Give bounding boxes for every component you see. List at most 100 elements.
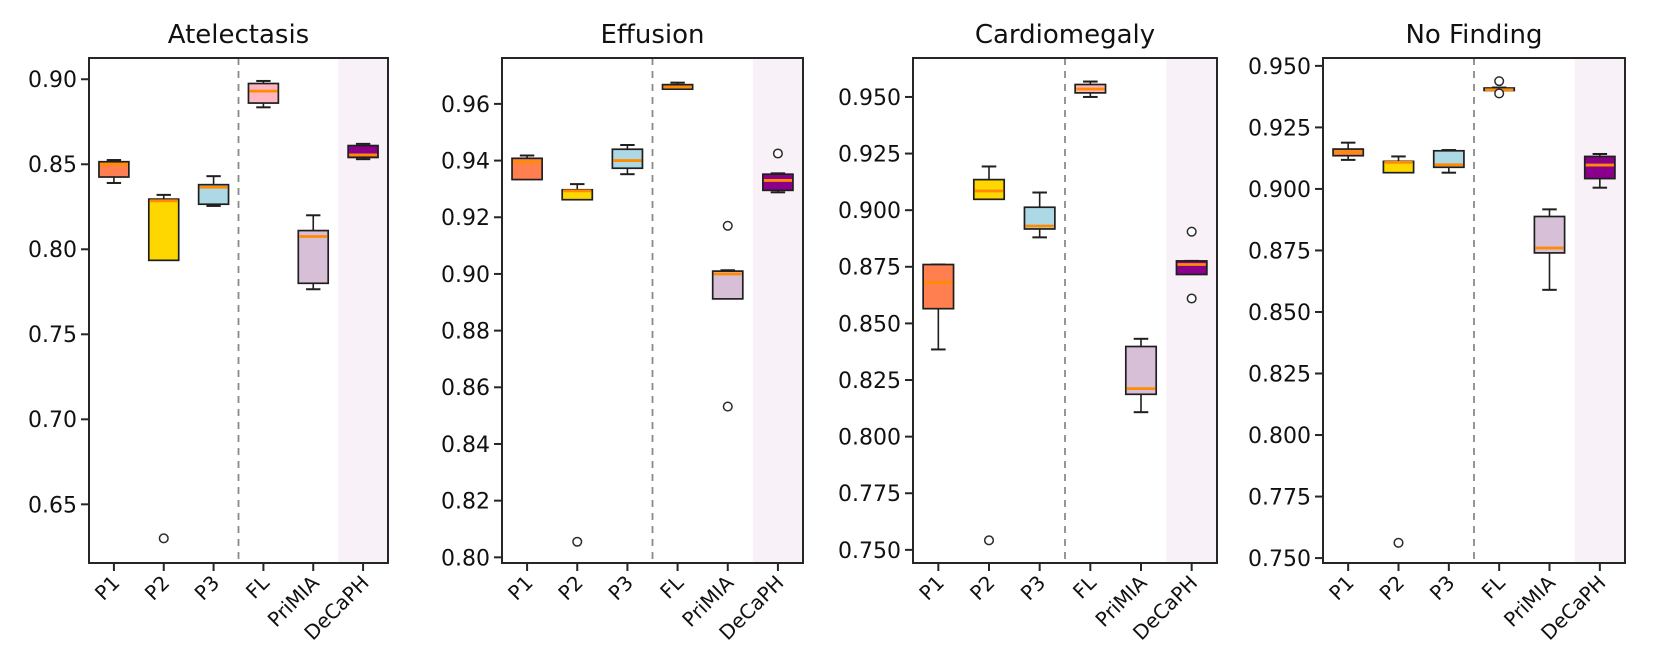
axes-frame	[1322, 57, 1626, 564]
box-P3	[1432, 149, 1465, 174]
y-axis-tick-label: 0.96	[441, 93, 490, 118]
x-axis-tick-label: P1	[1324, 571, 1359, 606]
panel-atelectasis: 0.65 0.70 0.75 0.80 0.85 0.90 P1 P2 P3 FL PriMIA De…	[0, 0, 400, 664]
y-axis-tick-label: 0.825	[838, 369, 901, 394]
panel-no-finding: 0.750 0.775 0.800 0.825 0.850 0.875 0.900 0.925…	[1240, 0, 1661, 664]
y-axis-tick-label: 0.775	[838, 482, 901, 507]
y-axis-tick-label: 0.900	[1248, 178, 1311, 203]
outlier-point	[772, 148, 783, 159]
box-rect	[247, 82, 280, 104]
box-P3	[197, 175, 230, 207]
chart-title: Effusion	[601, 20, 705, 50]
box-rect	[1583, 155, 1616, 180]
box-rect	[762, 173, 794, 192]
box-P2	[972, 165, 1006, 546]
x-axis-tick-label: P2	[1375, 571, 1410, 606]
y-axis-tick-label: 0.90	[441, 263, 490, 288]
box-P1	[922, 263, 955, 351]
chart-title: Atelectasis	[168, 20, 309, 50]
y-axis-tick-label: 0.875	[1248, 239, 1311, 264]
box-rect	[511, 157, 543, 181]
outlier-point	[158, 533, 169, 544]
y-axis-tick-label: 0.950	[1248, 55, 1311, 80]
box-DeCaPH	[347, 142, 379, 161]
box-rect	[611, 148, 644, 170]
x-axis-tick-label: P3	[1016, 571, 1051, 606]
box-rect	[1023, 206, 1056, 230]
box-FL	[661, 81, 694, 91]
box-rect	[972, 178, 1006, 201]
y-axis-tick-label: 0.875	[838, 256, 901, 281]
x-axis-tick-label: P3	[190, 571, 225, 606]
panel-effusion: 0.80 0.82 0.84 0.86 0.88 0.90 0.92 0.94 0.96 P1 P2…	[400, 0, 820, 664]
x-axis-tick-label: P2	[553, 571, 588, 606]
box-P1	[98, 159, 130, 184]
y-axis-tick-label: 0.750	[838, 539, 901, 564]
box-FL	[1074, 80, 1107, 98]
x-axis-tick-label: FL	[1477, 570, 1511, 604]
box-P1	[511, 154, 543, 181]
box-FL	[1483, 76, 1516, 99]
box-PriMIA	[711, 220, 744, 412]
axes-frame	[912, 57, 1218, 564]
y-axis-tick-label: 0.80	[28, 238, 77, 263]
highlight-band	[1574, 58, 1625, 563]
highlight-band	[752, 58, 803, 563]
y-axis-tick-label: 0.850	[838, 312, 901, 337]
y-axis-tick-label: 0.925	[1248, 116, 1311, 141]
x-axis-tick-label: P3	[1425, 571, 1460, 606]
y-axis-tick-label: 0.82	[441, 490, 490, 515]
x-axis-tick-label: P1	[90, 571, 125, 606]
box-PriMIA	[297, 214, 330, 291]
box-rect	[147, 198, 180, 262]
x-axis-tick-label: FL	[241, 570, 275, 604]
outlier-point	[572, 536, 583, 547]
chart-title: No Finding	[1405, 20, 1542, 50]
box-rect	[1175, 260, 1208, 276]
box-P2	[561, 183, 594, 547]
box-DeCaPH	[1583, 152, 1616, 189]
y-axis-tick-label: 0.86	[441, 376, 490, 401]
y-axis-tick-label: 0.85	[28, 153, 77, 178]
chart-svg: 0.80 0.82 0.84 0.86 0.88 0.90 0.92 0.94 0.96 P1 P2…	[441, 20, 804, 645]
x-axis-tick-label: P1	[503, 571, 538, 606]
box-FL	[247, 79, 280, 109]
axes-frame	[88, 57, 389, 564]
panel-cardiomegaly: 0.750 0.775 0.800 0.825 0.850 0.875 0.900 0.925…	[820, 0, 1240, 664]
box-rect	[711, 270, 744, 300]
box-P2	[147, 193, 180, 544]
chart-svg: 0.750 0.775 0.800 0.825 0.850 0.875 0.900 0.925…	[838, 20, 1218, 645]
box-DeCaPH	[1175, 226, 1208, 304]
box-PriMIA	[1533, 208, 1566, 291]
x-axis-tick-label: P2	[965, 571, 1000, 606]
x-axis-tick-label: P3	[603, 571, 638, 606]
box-P2	[1382, 155, 1415, 548]
box-rect	[197, 183, 230, 206]
box-rect	[297, 229, 330, 285]
highlight-band	[1166, 58, 1217, 563]
outlier-point	[722, 401, 733, 412]
box-rect	[1124, 345, 1158, 396]
y-axis-tick-label: 0.94	[441, 150, 490, 175]
outlier-point	[1393, 537, 1404, 548]
y-axis-tick-label: 0.800	[838, 426, 901, 451]
y-axis-tick-label: 0.750	[1248, 547, 1311, 572]
y-axis-tick-label: 0.775	[1248, 485, 1311, 510]
box-P3	[1023, 191, 1056, 239]
y-axis-tick-label: 0.900	[838, 199, 901, 224]
chart-title: Cardiomegaly	[975, 20, 1155, 50]
chart-svg: 0.750 0.775 0.800 0.825 0.850 0.875 0.900 0.925…	[1248, 20, 1626, 645]
y-axis-tick-label: 0.80	[441, 546, 490, 571]
y-axis-tick-label: 0.88	[441, 320, 490, 345]
axes-frame	[501, 57, 804, 564]
y-axis-tick-label: 0.65	[28, 493, 77, 518]
y-axis-tick-label: 0.825	[1248, 362, 1311, 387]
box-PriMIA	[1124, 337, 1158, 414]
y-axis-tick-label: 0.800	[1248, 424, 1311, 449]
box-rect	[347, 144, 379, 159]
y-axis-tick-label: 0.950	[838, 86, 901, 111]
y-axis-tick-label: 0.925	[838, 142, 901, 167]
outlier-point	[1494, 76, 1505, 87]
outlier-point	[1186, 226, 1197, 237]
